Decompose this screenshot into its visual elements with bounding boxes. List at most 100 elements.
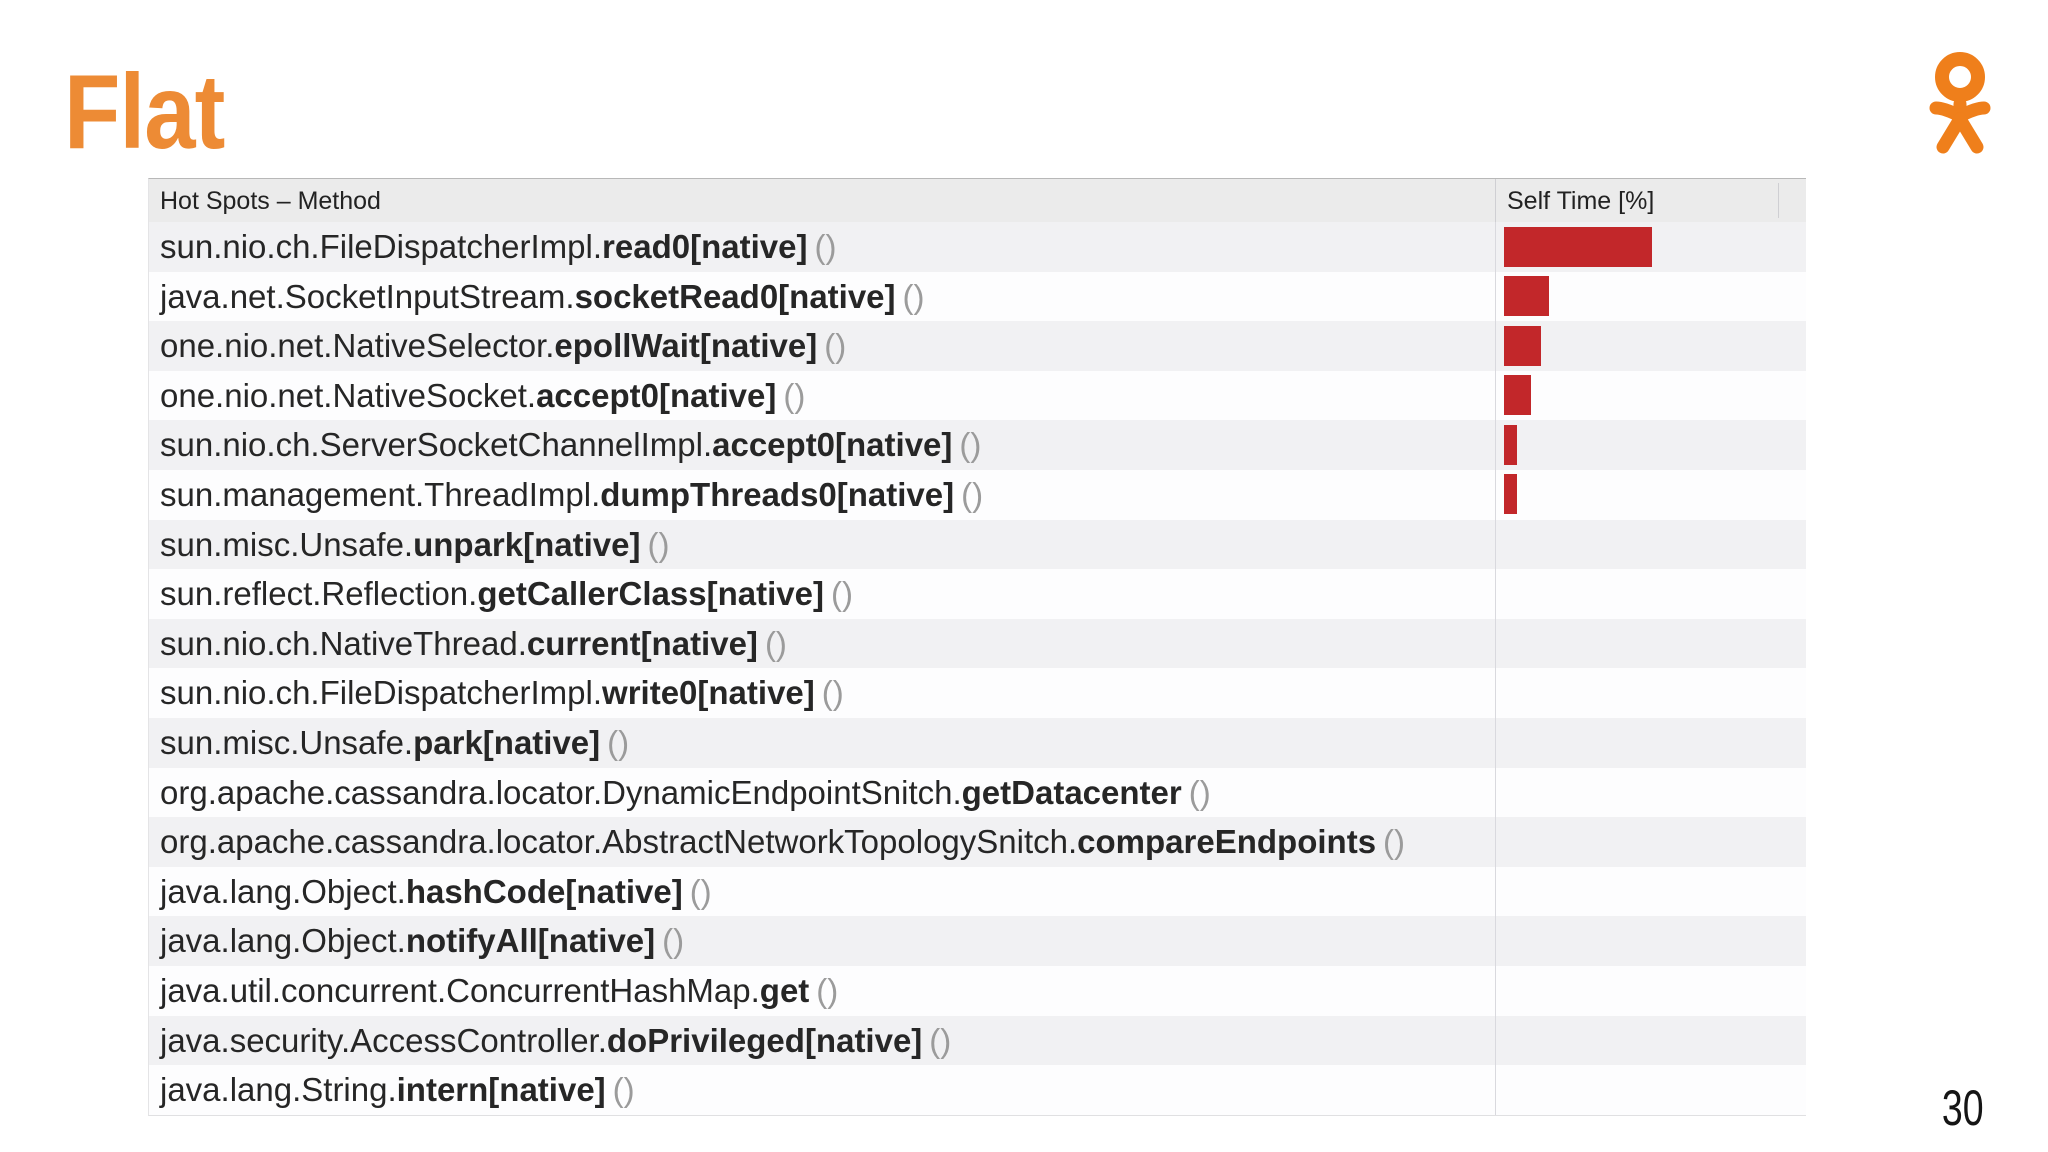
method-prefix: sun.reflect.Reflection. (160, 575, 478, 613)
method-prefix: java.net.SocketInputStream. (160, 277, 575, 315)
table-header-row: Hot Spots – Method Self Time [%] (149, 179, 1806, 222)
self-time-bar (1504, 276, 1549, 317)
method-prefix: org.apache.cassandra.locator.DynamicEndp… (160, 773, 962, 811)
method-args: () (816, 971, 839, 1009)
method-cell: sun.reflect.Reflection.getCallerClass[na… (149, 569, 1495, 619)
self-time-cell (1495, 668, 1806, 718)
self-time-cell (1495, 569, 1806, 619)
method-args: () (764, 624, 787, 662)
method-name: hashCode[native] (405, 872, 683, 910)
self-time-cell (1495, 767, 1806, 818)
method-cell: java.net.SocketInputStream.socketRead0[n… (149, 272, 1495, 322)
method-prefix: sun.misc.Unsafe. (160, 525, 414, 563)
self-time-cell (1495, 321, 1806, 371)
method-args: () (1383, 823, 1406, 861)
method-args: () (1188, 773, 1211, 811)
column-header-method[interactable]: Hot Spots – Method (160, 187, 381, 215)
method-args: () (607, 723, 630, 761)
self-time-bar (1504, 474, 1517, 515)
method-name: compareEndpoints (1077, 823, 1377, 861)
table-row[interactable]: sun.reflect.Reflection.getCallerClass[na… (149, 569, 1806, 619)
method-prefix: sun.nio.ch.ServerSocketChannelImpl. (160, 426, 713, 464)
method-cell: org.apache.cassandra.locator.DynamicEndp… (149, 768, 1495, 818)
method-prefix: sun.nio.ch.FileDispatcherImpl. (160, 228, 603, 265)
self-time-cell (1495, 370, 1806, 421)
method-name: notifyAll[native] (405, 922, 656, 960)
method-cell: sun.nio.ch.FileDispatcherImpl.write0[nat… (149, 668, 1495, 718)
column-header-self-time[interactable]: Self Time [%] (1495, 179, 1806, 222)
method-name: current[native] (526, 624, 758, 662)
self-time-cell (1495, 271, 1806, 322)
method-name: accept0[native] (536, 376, 777, 414)
slide-title: Flat (64, 53, 225, 171)
table-row[interactable]: sun.nio.ch.NativeThread.current[native](… (149, 618, 1806, 669)
method-prefix: one.nio.net.NativeSelector. (160, 327, 555, 365)
self-time-bar (1504, 226, 1652, 267)
table-row[interactable]: org.apache.cassandra.locator.DynamicEndp… (149, 767, 1806, 818)
self-time-cell (1495, 1065, 1806, 1115)
method-args: () (662, 922, 685, 960)
ok-logo-icon (1928, 46, 1992, 156)
method-cell: java.lang.String.intern[native]() (149, 1065, 1495, 1115)
method-name: intern[native] (396, 1071, 606, 1109)
method-prefix: java.lang.Object. (160, 872, 406, 910)
table-row[interactable]: one.nio.net.NativeSocket.accept0[native]… (149, 370, 1806, 421)
method-name: epollWait[native] (554, 327, 818, 365)
self-time-cell (1495, 420, 1806, 470)
method-cell: java.lang.Object.notifyAll[native]() (149, 916, 1495, 966)
table-row[interactable]: sun.nio.ch.FileDispatcherImpl.write0[nat… (149, 668, 1806, 718)
self-time-cell (1495, 222, 1806, 272)
self-time-cell (1495, 817, 1806, 867)
method-args: () (814, 228, 837, 265)
table-row[interactable]: java.net.SocketInputStream.socketRead0[n… (149, 271, 1806, 322)
method-args: () (929, 1021, 952, 1059)
self-time-cell (1495, 916, 1806, 966)
table-row[interactable]: one.nio.net.NativeSelector.epollWait[nat… (149, 321, 1806, 371)
table-row[interactable]: java.lang.Object.hashCode[native]() (149, 866, 1806, 917)
method-name: accept0[native] (712, 426, 953, 464)
method-prefix: java.lang.Object. (160, 922, 406, 960)
table-row[interactable]: sun.misc.Unsafe.unpark[native]() (149, 519, 1806, 570)
table-row[interactable]: sun.misc.Unsafe.park[native]() (149, 717, 1806, 768)
table-row[interactable]: sun.nio.ch.ServerSocketChannelImpl.accep… (149, 420, 1806, 470)
method-cell: sun.management.ThreadImpl.dumpThreads0[n… (149, 470, 1495, 520)
method-args: () (830, 575, 853, 613)
method-args: () (959, 426, 982, 464)
self-time-cell (1495, 618, 1806, 669)
method-prefix: sun.nio.ch.FileDispatcherImpl. (160, 674, 603, 712)
self-time-bar (1504, 375, 1531, 416)
page-number: 30 (1942, 1080, 1984, 1136)
method-cell: sun.nio.ch.NativeThread.current[native](… (149, 619, 1495, 669)
method-name: dumpThreads0[native] (600, 475, 955, 513)
method-prefix: java.util.concurrent.ConcurrentHashMap. (160, 971, 760, 1009)
method-prefix: sun.nio.ch.NativeThread. (160, 624, 527, 662)
method-name: unpark[native] (413, 525, 641, 563)
method-args: () (902, 277, 925, 315)
table-row[interactable]: java.security.AccessController.doPrivile… (149, 1015, 1806, 1066)
table-row[interactable]: java.util.concurrent.ConcurrentHashMap.g… (149, 965, 1806, 1016)
method-args: () (689, 872, 712, 910)
table-row[interactable]: org.apache.cassandra.locator.AbstractNet… (149, 817, 1806, 867)
method-cell: one.nio.net.NativeSelector.epollWait[nat… (149, 321, 1495, 371)
method-args: () (961, 475, 984, 513)
method-cell: one.nio.net.NativeSocket.accept0[native]… (149, 371, 1495, 421)
method-prefix: java.lang.String. (160, 1071, 397, 1109)
table-row[interactable]: java.lang.Object.notifyAll[native]() (149, 916, 1806, 966)
method-prefix: sun.management.ThreadImpl. (160, 475, 601, 513)
method-name: socketRead0[native] (574, 277, 896, 315)
method-prefix: java.security.AccessController. (160, 1021, 607, 1059)
self-time-bar (1504, 325, 1541, 366)
table-row[interactable]: sun.management.ThreadImpl.dumpThreads0[n… (149, 469, 1806, 520)
self-time-cell (1495, 717, 1806, 768)
table-row[interactable]: sun.nio.ch.FileDispatcherImpl.read0[nati… (149, 222, 1806, 272)
self-time-cell (1495, 519, 1806, 570)
method-cell: sun.misc.Unsafe.park[native]() (149, 718, 1495, 768)
table-row[interactable]: java.lang.String.intern[native]() (149, 1065, 1806, 1115)
method-cell: java.lang.Object.hashCode[native]() (149, 867, 1495, 917)
method-name: read0[native] (602, 228, 808, 265)
self-time-bar (1504, 424, 1517, 465)
method-name: getDatacenter (961, 773, 1182, 811)
method-cell: sun.misc.Unsafe.unpark[native]() (149, 520, 1495, 570)
method-args: () (824, 327, 847, 365)
method-prefix: sun.misc.Unsafe. (160, 723, 414, 761)
